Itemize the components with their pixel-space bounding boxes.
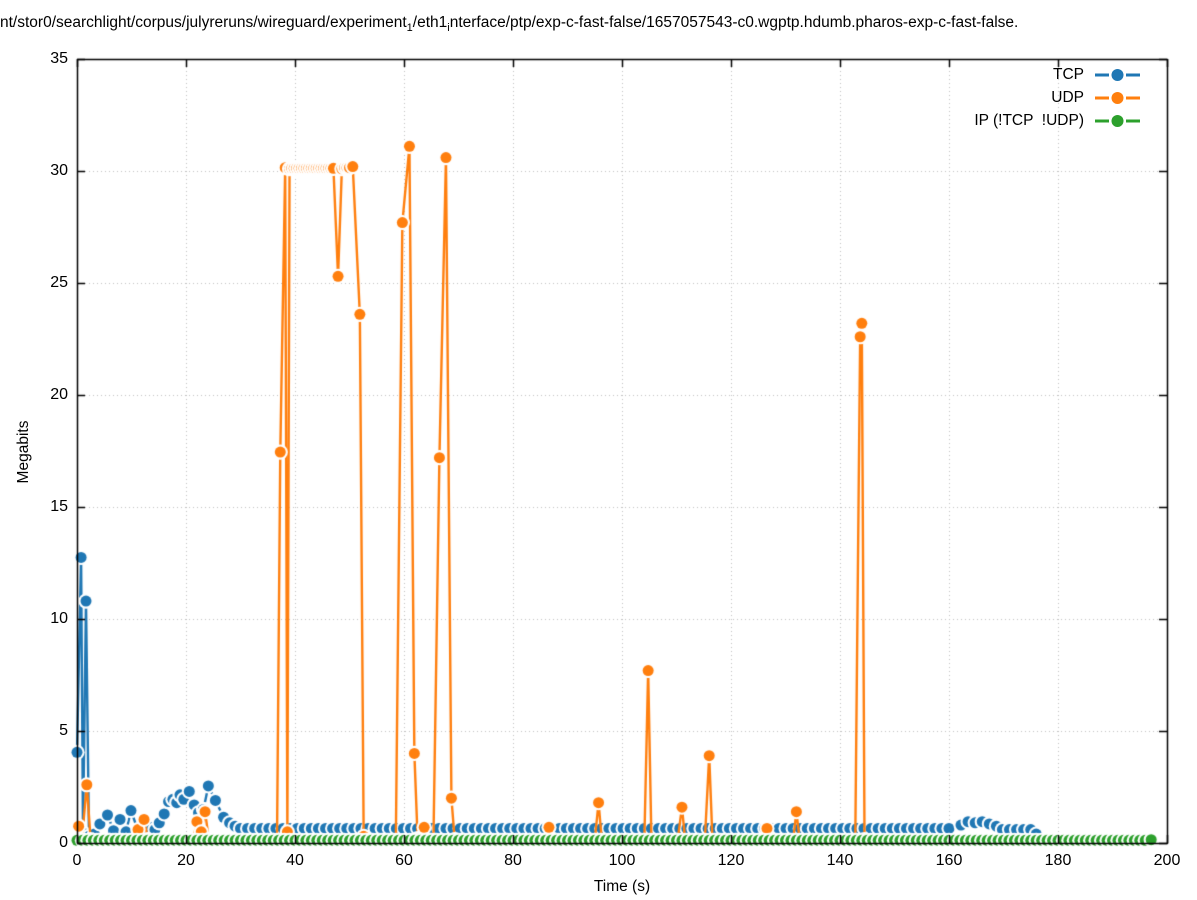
legend-sample-udp [1095,91,1140,104]
y-tick-label: 0 [59,834,68,851]
chart-title: nt/stor0/searchlight/corpus/julyreruns/w… [0,14,1197,34]
x-tick-label: 200 [1153,852,1181,869]
title-text: /eth1 [412,14,448,31]
title-subscript: i [447,22,450,35]
y-tick-label: 35 [50,50,68,67]
title-subscript: 1 [406,22,413,35]
x-tick-label: 120 [717,852,745,869]
y-axis-label: Megabits [15,420,32,484]
x-axis-label: Time (s) [593,878,651,895]
legend-item-ip: IP (!TCP !UDP) [974,109,1142,132]
y-tick-label: 15 [50,498,68,515]
y-tick-label: 10 [50,610,68,627]
title-text: nterface/ptp/exp-c-fast-false/1657057543… [449,14,1019,31]
legend-item-udp: UDP [974,86,1142,109]
legend-sample-tcp [1095,68,1140,81]
x-tick-label: 0 [72,852,82,869]
x-tick-label: 20 [177,852,195,869]
y-tick-label: 20 [50,386,68,403]
legend-sample-ip [1095,114,1140,127]
x-tick-label: 80 [504,852,522,869]
y-tick-label: 5 [59,722,68,739]
legend-item-tcp: TCP [974,63,1142,86]
legend: TCP UDP IP (!TCP !UDP) [974,63,1142,132]
y-tick-label: 25 [50,274,68,291]
x-tick-label: 60 [395,852,413,869]
legend-label: TCP [1053,65,1084,83]
title-text: nt/stor0/searchlight/corpus/julyreruns/w… [0,14,407,31]
y-tick-label: 30 [50,162,68,179]
legend-label: IP (!TCP !UDP) [974,111,1084,129]
legend-label: UDP [1051,88,1084,106]
x-tick-label: 100 [608,852,636,869]
x-tick-label: 160 [935,852,963,869]
x-tick-label: 180 [1044,852,1072,869]
x-tick-label: 40 [286,852,304,869]
x-tick-label: 140 [826,852,854,869]
